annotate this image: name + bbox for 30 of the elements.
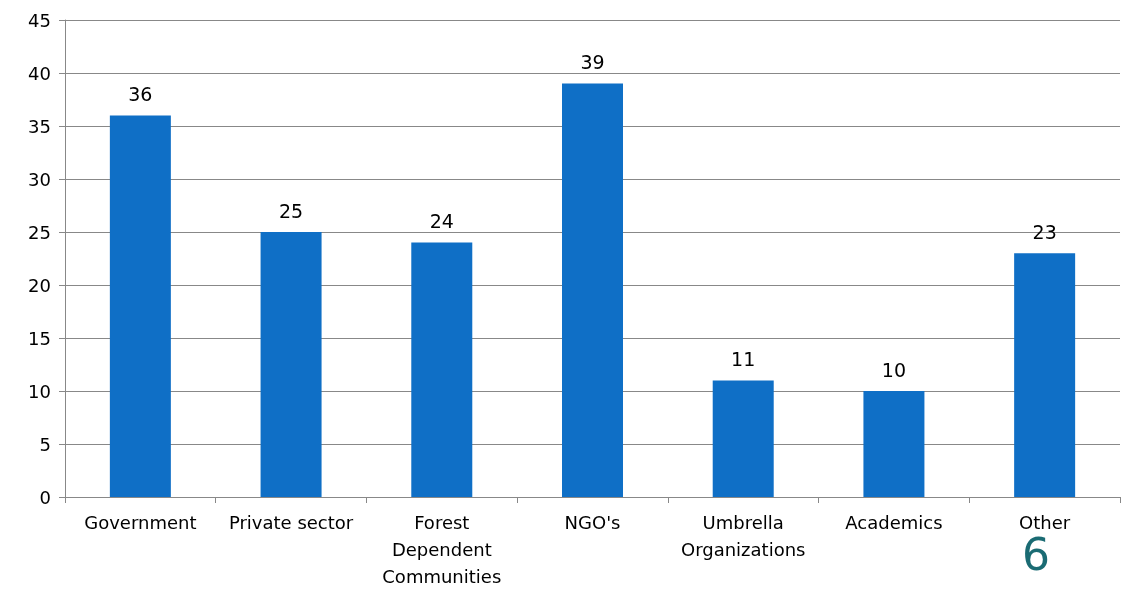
y-tick-label: 25 (28, 221, 51, 243)
y-tick-label: 5 (39, 433, 51, 455)
y-tick-label: 0 (39, 486, 51, 508)
x-tick-label: Government (84, 512, 197, 533)
bar (712, 380, 774, 497)
bar (260, 232, 322, 497)
data-label: 11 (731, 347, 756, 370)
y-tick-label: 45 (28, 9, 51, 31)
bar (1014, 253, 1076, 497)
y-tick-label: 15 (28, 327, 51, 349)
x-tick-label: Private sector (228, 512, 354, 533)
y-tick-label: 35 (28, 115, 51, 137)
x-tick-label: Academics (845, 512, 943, 533)
data-label: 39 (580, 51, 605, 74)
y-tick-label: 10 (28, 380, 51, 402)
data-label: 25 (278, 199, 304, 222)
data-label: 36 (128, 82, 153, 105)
bar (109, 115, 171, 497)
bar (562, 83, 623, 497)
data-label: 10 (881, 358, 907, 381)
y-tick-label: 40 (28, 62, 51, 84)
bar (863, 391, 925, 497)
y-tick-label: 30 (28, 168, 51, 190)
y-tick-label: 20 (28, 274, 51, 296)
data-label: 24 (429, 210, 454, 233)
bar (411, 242, 473, 497)
data-label: 23 (1032, 220, 1057, 243)
x-tick-label: NGO's (564, 512, 621, 533)
x-tick-label: Forest Dependent Communities (382, 512, 502, 587)
x-tick-label: Umbrella Organizations (680, 512, 806, 560)
